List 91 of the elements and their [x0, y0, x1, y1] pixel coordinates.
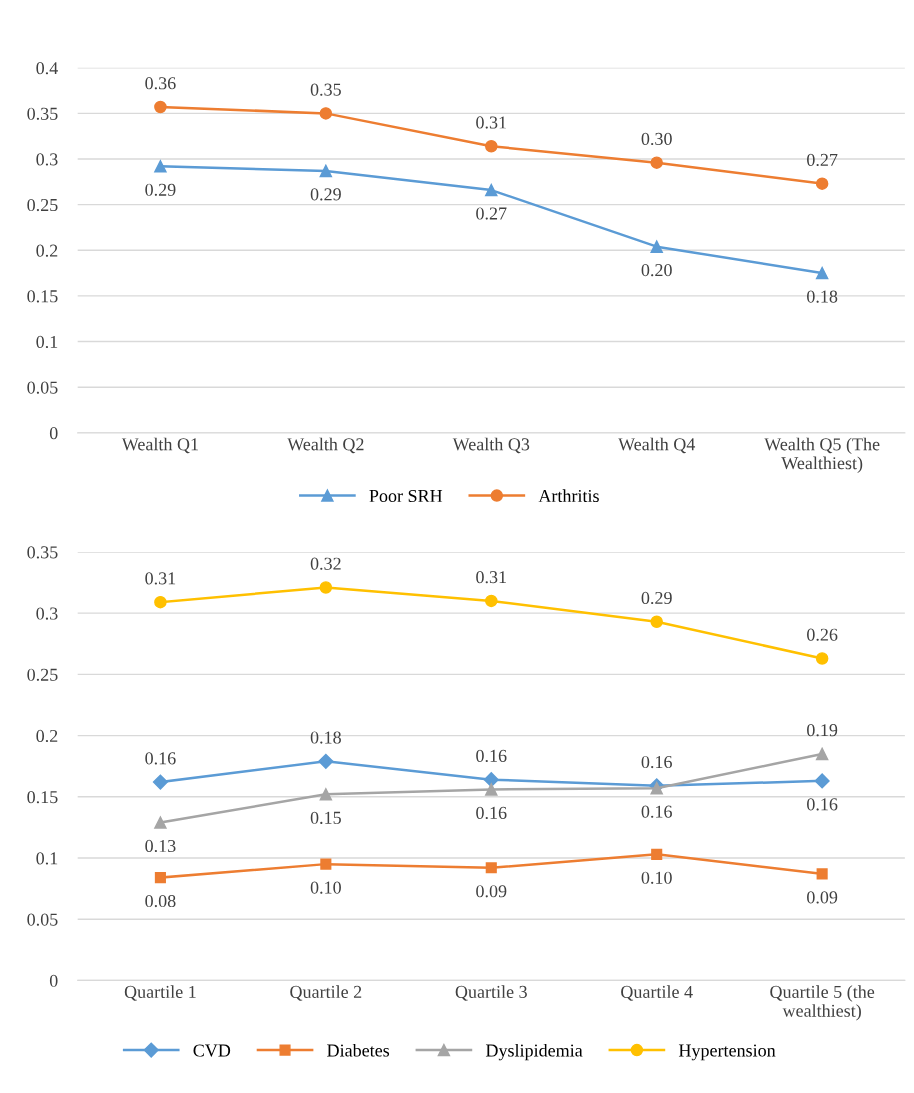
- data-label: 0.35: [310, 83, 341, 96]
- point: [650, 240, 663, 253]
- x-tick-label: Quartile 5 (the wealthiest): [770, 985, 875, 1021]
- point: [154, 872, 166, 884]
- point: [319, 107, 333, 120]
- data-label: 0.10: [641, 871, 672, 884]
- point: [815, 747, 829, 761]
- data-label: 0.16: [476, 806, 507, 820]
- data-label: 0.16: [641, 755, 672, 769]
- data-label: 0.18: [807, 290, 838, 303]
- data-label: 0.29: [641, 591, 672, 605]
- y-tick-label: 0.2: [36, 244, 58, 257]
- x-tick-label: Wealth Q2: [287, 437, 364, 454]
- point: [815, 266, 829, 280]
- point: [651, 848, 663, 860]
- point: [483, 772, 499, 788]
- y-tick-label: 0.15: [27, 290, 58, 303]
- point: [154, 160, 167, 173]
- y-tick-label: 0.1: [36, 335, 58, 349]
- data-label: 0.30: [641, 132, 672, 146]
- data-label: 0.29: [145, 183, 176, 196]
- data-label: 0.18: [310, 731, 341, 744]
- point: [815, 652, 829, 665]
- y-tick-label: 0.3: [36, 607, 58, 620]
- y-tick-label: 0.2: [36, 729, 58, 743]
- x-tick-label: Wealth Q5 (The Wealthiest): [764, 437, 880, 473]
- point: [814, 773, 830, 789]
- legend-label: CVD: [193, 1044, 231, 1057]
- point: [485, 862, 497, 874]
- data-label: 0.13: [145, 839, 176, 853]
- data-label: 0.31: [476, 571, 506, 584]
- y-tick-label: 0.05: [27, 381, 58, 394]
- point: [320, 858, 332, 870]
- data-label: 0.16: [145, 752, 176, 765]
- point: [318, 753, 334, 769]
- x-tick-label: Wealth Q1: [121, 437, 198, 454]
- data-label: 0.31: [476, 116, 506, 129]
- x-tick-label: Wealth Q3: [452, 437, 530, 454]
- data-label: 0.32: [310, 557, 341, 570]
- y-tick-label: 0.35: [27, 107, 58, 120]
- point: [152, 774, 168, 790]
- data-label: 0.27: [476, 207, 507, 220]
- y-tick-label: 0.3: [36, 153, 58, 166]
- legend-label: Dyslipidemia: [485, 1043, 583, 1061]
- y-tick-label: 0.15: [27, 791, 58, 804]
- point: [319, 788, 333, 801]
- y-tick-label: 0: [49, 427, 58, 440]
- data-label: 0.16: [807, 798, 838, 811]
- point: [319, 581, 333, 594]
- data-label: 0.29: [310, 188, 341, 201]
- x-tick-label: Quartile 4: [621, 985, 693, 1001]
- x-tick-label: Quartile 3: [455, 985, 527, 1001]
- data-label: 0.27: [807, 153, 838, 167]
- data-label: 0.09: [476, 885, 507, 898]
- point: [815, 177, 829, 190]
- y-tick-label: 0.1: [36, 852, 58, 865]
- data-label: 0.36: [145, 77, 176, 90]
- data-label: 0.10: [310, 881, 341, 894]
- point: [650, 615, 663, 628]
- y-tick-label: 0: [49, 974, 58, 987]
- x-tick-label: Wealth Q4: [618, 437, 696, 454]
- data-label: 0.20: [641, 263, 672, 277]
- point: [485, 594, 498, 608]
- x-tick-label: Quartile 1: [124, 985, 196, 1001]
- legend-label: Hypertension: [678, 1044, 776, 1061]
- data-label: 0.08: [145, 894, 176, 908]
- y-tick-label: 0.4: [36, 62, 58, 75]
- y-tick-label: 0.25: [27, 668, 58, 681]
- data-label: 0.31: [145, 572, 176, 585]
- y-tick-label: 0.05: [27, 913, 58, 926]
- data-label: 0.26: [807, 628, 838, 641]
- point: [650, 156, 663, 169]
- point: [154, 595, 167, 609]
- legend-label: Diabetes: [327, 1043, 390, 1057]
- data-label: 0.19: [807, 724, 838, 737]
- point: [485, 783, 498, 796]
- point: [154, 100, 167, 114]
- point: [485, 140, 498, 153]
- y-tick-label: 0.25: [27, 198, 58, 212]
- data-label: 0.16: [476, 749, 507, 763]
- point: [485, 183, 498, 197]
- data-label: 0.16: [641, 805, 672, 818]
- point: [816, 868, 828, 880]
- point: [154, 816, 167, 829]
- legend-label: Poor SRH: [369, 489, 443, 503]
- data-label: 0.15: [310, 811, 341, 824]
- x-tick-label: Quartile 2: [290, 985, 362, 1001]
- y-tick-label: 0.35: [27, 546, 58, 559]
- legend-label: Arthritis: [538, 489, 599, 503]
- point: [319, 164, 333, 178]
- data-label: 0.09: [807, 891, 838, 904]
